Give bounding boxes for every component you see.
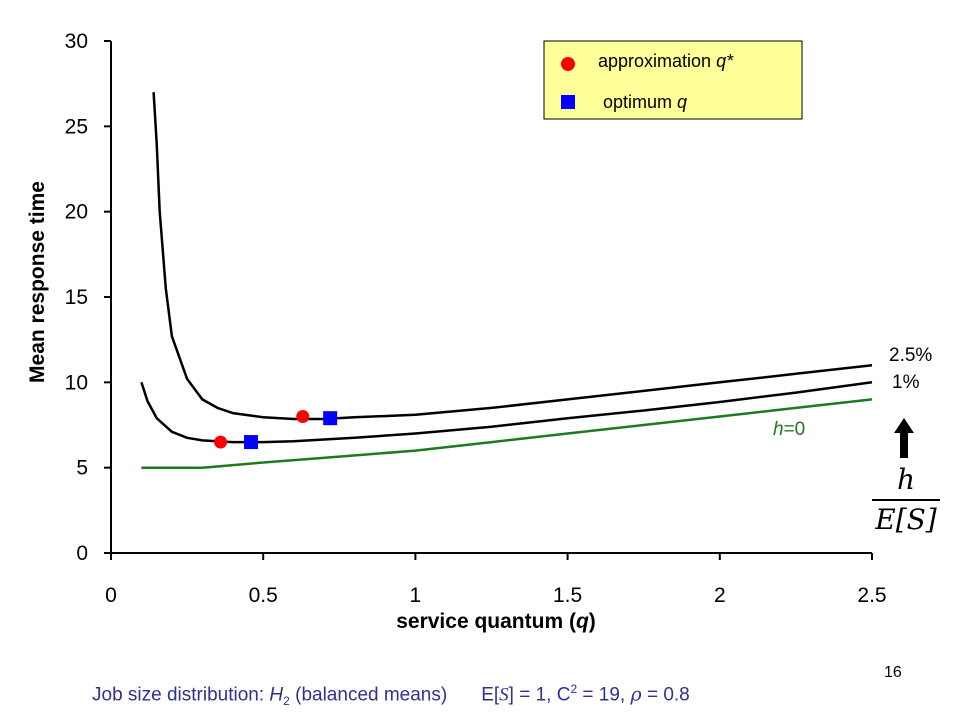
legend-circle-marker bbox=[561, 57, 575, 71]
series-line-1 bbox=[140, 381, 873, 444]
caption-rho: ρ bbox=[630, 683, 642, 706]
legend-label-optimum: optimum q bbox=[603, 92, 687, 112]
series-layer bbox=[140, 92, 873, 469]
caption-dist-sub: 2 bbox=[283, 694, 290, 709]
caption-dist-letter: H bbox=[269, 684, 284, 706]
caption-prefix: Job size distribution: bbox=[92, 684, 270, 706]
marker-optimum-point bbox=[244, 435, 259, 450]
x-axis-title: service quantum (q) bbox=[396, 610, 596, 633]
caption: Job size distribution: H2 (balanced mean… bbox=[92, 682, 690, 708]
caption-e-rest: ] = 1, C bbox=[508, 684, 571, 706]
up-arrow-icon bbox=[894, 418, 914, 458]
slide-number: 16 bbox=[884, 664, 902, 681]
y-tick-label: 0 bbox=[76, 542, 88, 565]
legend-box bbox=[543, 40, 803, 120]
y-axis-title: Mean response time bbox=[26, 181, 49, 383]
x-tick-label: 0 bbox=[105, 584, 117, 607]
series-line-0 bbox=[152, 92, 873, 421]
caption-c-rest: = 19, bbox=[577, 684, 631, 706]
marker-layer bbox=[214, 409, 338, 450]
x-tick-label: 2 bbox=[714, 584, 726, 607]
x-tick-label: 0.5 bbox=[249, 584, 278, 607]
y-tick-label: 20 bbox=[65, 201, 88, 224]
y-tick-label: 15 bbox=[65, 286, 88, 309]
caption-c-sup: 2 bbox=[570, 682, 578, 696]
y-tick-label: 5 bbox=[76, 457, 88, 480]
caption-rho-rest: = 0.8 bbox=[641, 684, 690, 706]
caption-dist-rest: (balanced means) bbox=[289, 684, 448, 706]
y-tick-label: 30 bbox=[65, 30, 88, 53]
y-tick-label: 10 bbox=[65, 371, 88, 394]
curve-label-h0: h=0 bbox=[773, 419, 805, 440]
caption-e-var: S bbox=[499, 684, 509, 706]
fraction-h-over-es: h E[S] bbox=[868, 464, 944, 536]
marker-optimum-point bbox=[323, 411, 338, 426]
legend-square-marker bbox=[561, 95, 575, 109]
x-tick-label: 2.5 bbox=[857, 584, 886, 607]
legend-label-approximation: approximation q* bbox=[598, 51, 734, 71]
curve-label-1pct: 1% bbox=[892, 372, 920, 393]
curve-label-2-5pct: 2.5% bbox=[889, 345, 932, 366]
series-line-2 bbox=[141, 398, 873, 469]
legend: approximation q* optimum q bbox=[543, 40, 803, 120]
y-tick-label: 25 bbox=[65, 115, 88, 138]
x-tick-label: 1.5 bbox=[553, 584, 582, 607]
x-tick-label: 1 bbox=[410, 584, 422, 607]
ticks: 0 5 10 15 20 25 30 0 0.5 1 1.5 2 2.5 bbox=[65, 30, 887, 607]
marker-approximation-point bbox=[214, 435, 228, 449]
fraction-denominator: E[S] bbox=[875, 503, 937, 536]
fraction-numerator: h bbox=[896, 463, 916, 496]
fraction-bar bbox=[872, 499, 940, 501]
caption-e: E[ bbox=[481, 684, 500, 706]
marker-approximation-point bbox=[296, 409, 310, 423]
